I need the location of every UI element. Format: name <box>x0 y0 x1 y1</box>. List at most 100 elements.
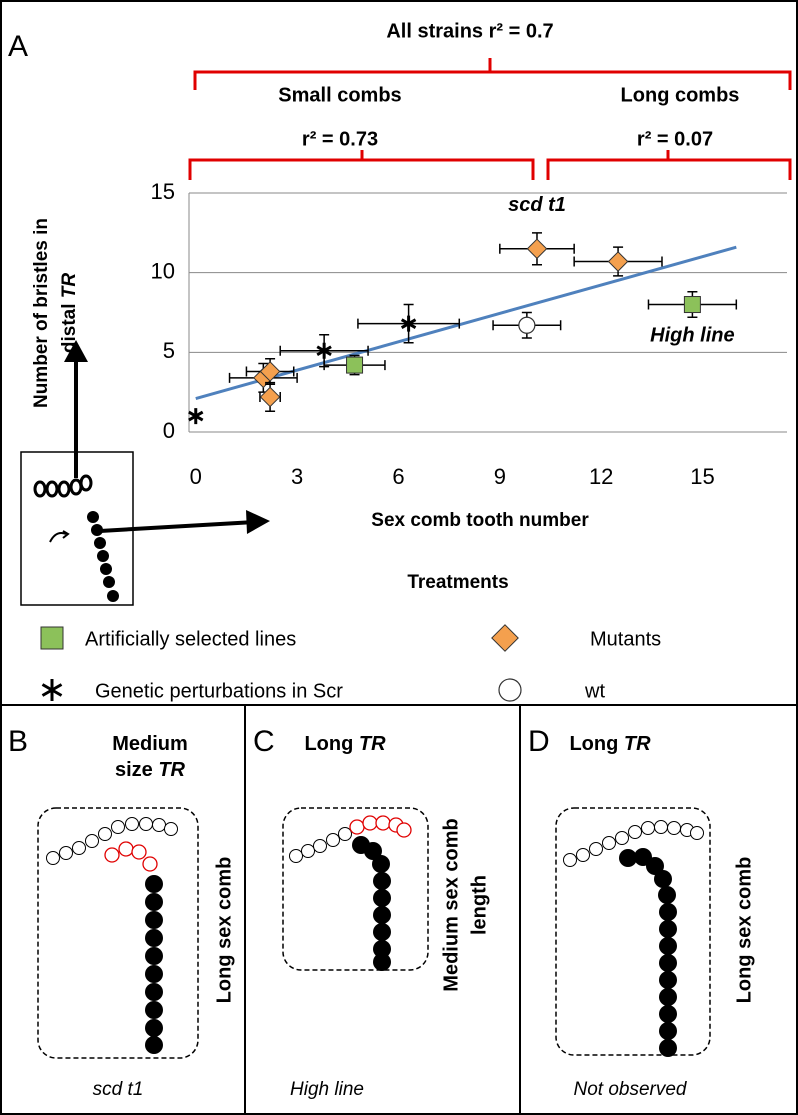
comb-tooth <box>373 940 391 958</box>
comb-tooth <box>659 937 677 955</box>
comb-tooth <box>373 906 391 924</box>
comb-tooth <box>145 983 163 1001</box>
comb-tooth <box>619 849 637 867</box>
panel-title: Medium <box>112 733 188 755</box>
bristle-open <box>628 825 642 839</box>
panel-title: Long TR <box>304 733 386 755</box>
marker-square <box>683 296 701 314</box>
x-tick-label: 12 <box>589 464 613 489</box>
bristle-open <box>111 820 125 834</box>
bristle-open <box>563 853 577 867</box>
bracket-small <box>188 150 535 180</box>
plot: 0 5 10 15 0 3 6 9 12 15 scd t1 High line Artificiall… <box>40 179 787 702</box>
bristle-red <box>142 856 158 872</box>
marker-circle <box>518 316 536 334</box>
comb-tooth <box>659 988 677 1006</box>
panel-title-italic: TR <box>359 733 386 755</box>
comb-outline <box>555 807 711 1056</box>
panel-title-text: Long <box>569 733 618 755</box>
bristle-open <box>641 821 655 835</box>
comb-tooth <box>659 954 677 972</box>
bracket-all <box>193 58 792 90</box>
panel-label: A <box>8 30 28 63</box>
panel-title-text: Long <box>304 733 353 755</box>
bristle-open <box>139 817 153 831</box>
comb-tooth <box>659 1039 677 1057</box>
annotation: scd t1 <box>508 194 566 216</box>
bristle-red <box>104 847 120 863</box>
marker-diamond <box>259 386 281 408</box>
comb-tooth <box>145 965 163 983</box>
legend-label: Mutants <box>590 628 661 650</box>
panel-title-text: size <box>115 759 153 781</box>
comb-tooth <box>145 875 163 893</box>
bristle-open <box>164 822 178 836</box>
y-axis-label: Number of bristles in <box>31 218 52 408</box>
legend-title: Treatments <box>407 572 508 593</box>
bristle-red <box>349 819 365 835</box>
comb-tooth <box>145 893 163 911</box>
bristle-open <box>289 849 303 863</box>
comb-tooth <box>659 903 677 921</box>
x-tick-label: 6 <box>392 464 404 489</box>
comb-tooth <box>646 857 664 875</box>
inset <box>20 340 270 606</box>
side-label: Long sex comb <box>733 857 755 1004</box>
panel-label: B <box>8 725 28 758</box>
comb-tooth <box>145 1019 163 1037</box>
bristle-open <box>313 839 327 853</box>
bracket-label: All strains r² = 0.7 <box>386 20 553 42</box>
comb-outline <box>282 807 429 971</box>
panel-label: C <box>253 725 275 758</box>
bristle-open <box>98 827 112 841</box>
bristle-open <box>667 821 681 835</box>
marker-circle <box>498 678 522 702</box>
marker-asterisk <box>400 315 417 332</box>
bracket-label: r² = 0.73 <box>302 128 378 150</box>
marker-diamond <box>491 624 519 652</box>
comb-tooth <box>659 920 677 938</box>
comb-outline <box>37 807 199 1059</box>
panel-caption: scd t1 <box>93 1079 144 1100</box>
bristle-open <box>338 827 352 841</box>
comb-tooth <box>658 886 676 904</box>
marker-diamond <box>526 238 548 260</box>
marker-diamond <box>259 361 281 382</box>
side-label: Long sex comb <box>213 857 235 1004</box>
y-tick-label: 5 <box>163 338 175 363</box>
panel-title-italic: TR <box>624 733 651 755</box>
y-axis-label: distal TR <box>59 273 80 354</box>
y-axis-label-text: distal <box>59 303 80 353</box>
bracket-long <box>546 150 792 180</box>
panel-title-text: Medium <box>112 733 188 755</box>
bristle-red <box>362 815 378 831</box>
y-tick-label: 0 <box>163 418 175 443</box>
marker-square <box>40 626 64 650</box>
bristle-open <box>125 817 139 831</box>
bracket-label: r² = 0.07 <box>637 128 713 150</box>
comb-tooth <box>373 889 391 907</box>
trendline <box>195 245 737 400</box>
bristle-open <box>326 833 340 847</box>
annotation: High line <box>650 325 734 347</box>
panels: B Medium size TR Long sex comb scd t1 C Long T… <box>8 725 755 1100</box>
comb-tooth <box>364 842 382 860</box>
bristle-open <box>654 820 668 834</box>
bracket-label: Long combs <box>621 84 740 106</box>
legend-label: Artificially selected lines <box>85 628 296 650</box>
bristle-red <box>396 822 412 838</box>
bristle-open <box>59 846 73 860</box>
x-axis-label: Sex comb tooth number <box>371 510 589 531</box>
bracket-label: Small combs <box>278 84 401 106</box>
bristle-open <box>46 851 60 865</box>
marker-square <box>346 356 364 374</box>
legend-label: Genetic perturbations in Scr <box>95 680 343 702</box>
comb-tooth <box>659 1022 677 1040</box>
marker-asterisk <box>316 342 332 359</box>
comb-tooth <box>145 1036 163 1054</box>
comb-tooth <box>373 872 391 890</box>
bristle-red <box>375 815 391 831</box>
panel-caption: High line <box>290 1079 364 1100</box>
bristle-open <box>615 831 629 845</box>
marker-asterisk <box>41 679 63 701</box>
